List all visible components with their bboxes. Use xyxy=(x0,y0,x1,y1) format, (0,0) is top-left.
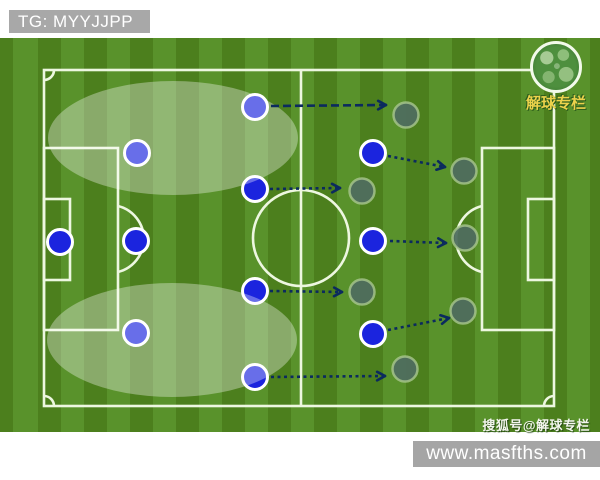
run-arrows-layer xyxy=(269,99,451,382)
highlight-zones-layer xyxy=(47,81,298,397)
highlight-zone xyxy=(47,283,297,397)
blue-player xyxy=(46,228,74,256)
publisher-logo-icon xyxy=(530,41,582,93)
blue-player xyxy=(359,320,387,348)
blue-player xyxy=(123,139,151,167)
run-arrow-head xyxy=(375,374,387,382)
run-arrow-head xyxy=(332,290,344,298)
players-layer xyxy=(46,93,479,391)
blue-player xyxy=(122,319,150,347)
faded-player xyxy=(348,278,376,306)
run-arrow xyxy=(269,186,341,191)
blue-player xyxy=(241,277,269,305)
blue-player xyxy=(241,175,269,203)
blue-player xyxy=(359,227,387,255)
faded-player xyxy=(450,157,478,185)
corner-arc-bottom-left xyxy=(43,394,56,407)
tg-badge: TG: MYYJJPP xyxy=(9,10,150,33)
run-arrow xyxy=(387,316,450,332)
run-arrow xyxy=(389,239,447,245)
blue-player xyxy=(122,227,150,255)
watermark-text: 搜狐号@解球专栏 xyxy=(482,418,590,433)
corner-arc-top-left xyxy=(43,69,56,82)
faded-player xyxy=(392,101,420,129)
run-arrow xyxy=(387,154,446,169)
run-arrow-head xyxy=(435,165,447,171)
faded-player xyxy=(348,177,376,205)
run-arrow-head xyxy=(376,103,388,111)
center-circle xyxy=(251,188,351,288)
right-penalty-box xyxy=(480,146,556,332)
faded-player xyxy=(451,224,479,252)
run-arrow-head xyxy=(436,241,448,249)
blue-player xyxy=(241,93,269,121)
run-arrow-head xyxy=(330,186,342,194)
run-arrow xyxy=(270,374,386,379)
run-arrow xyxy=(270,103,387,108)
faded-player xyxy=(449,297,477,325)
run-arrow-head xyxy=(440,316,451,326)
publisher-logo-label: 解球专栏 xyxy=(525,95,586,112)
faded-player xyxy=(391,355,419,383)
site-url-bar: www.masfths.com xyxy=(413,441,600,467)
run-arrow xyxy=(269,289,343,294)
blue-player xyxy=(359,139,387,167)
blue-player xyxy=(241,363,269,391)
site-url-label: www.masfths.com xyxy=(426,443,587,464)
right-goal-area xyxy=(526,197,556,282)
corner-arc-bottom-right xyxy=(542,394,555,407)
highlight-zone xyxy=(48,81,298,195)
pitch-lines xyxy=(42,68,556,408)
tg-badge-label: TG: MYYJJPP xyxy=(18,12,134,31)
